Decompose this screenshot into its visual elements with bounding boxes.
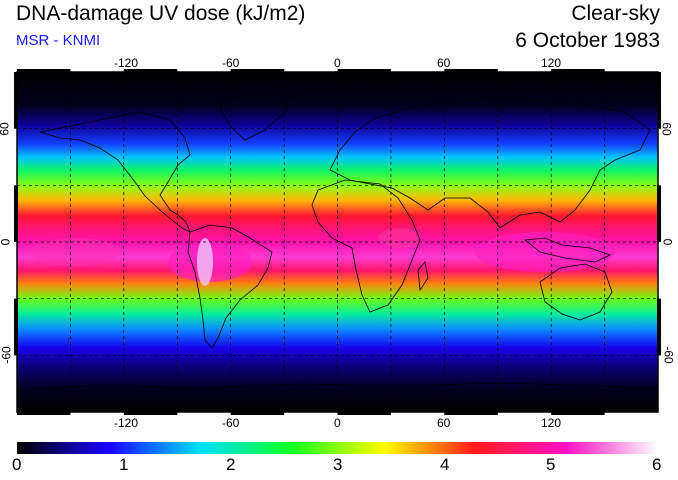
coastlines (17, 91, 658, 391)
lat-tick-left: -60 (0, 346, 14, 364)
coast-north-america (39, 111, 191, 233)
colorbar-label: 6 (652, 455, 662, 474)
lon-tick-top: -60 (222, 56, 240, 70)
lon-tick-top: -120 (114, 56, 139, 70)
map-title: DNA-damage UV dose (kJ/m2) (16, 2, 306, 25)
hotspot-pacific (30, 238, 120, 266)
lon-tick-top: 0 (334, 56, 341, 70)
coast-africa (311, 179, 421, 313)
hotspot-east-africa (378, 228, 422, 248)
colorbar-label: 0 (12, 455, 22, 474)
lon-tick-bottom: 0 (334, 416, 341, 430)
graticule (17, 72, 658, 412)
coast-southeast-asia-islands (523, 237, 612, 263)
date-label: 6 October 1983 (515, 29, 660, 52)
colorbar-label: 2 (226, 455, 236, 474)
sky-condition-label: Clear-sky (571, 2, 660, 25)
coast-antarctica (17, 382, 658, 391)
hotspot-andes (197, 238, 213, 286)
coast-madagascar (417, 261, 429, 292)
lat-tick-right: 60 (659, 122, 674, 136)
colorbar-label: 5 (546, 455, 556, 474)
source-label: MSR - KNMI (16, 32, 101, 49)
lon-tick-bottom: -60 (222, 416, 240, 430)
lon-tick-top: 60 (437, 56, 451, 70)
colorbar (17, 442, 658, 454)
colorbar-label: 1 (119, 455, 129, 474)
coast-australia (539, 263, 613, 321)
lat-tick-right: 0 (660, 238, 675, 246)
coast-south-america (187, 224, 273, 349)
coast-europe-asia (329, 97, 651, 229)
lat-tick-right: -60 (661, 346, 676, 364)
frame-checker (14, 69, 661, 415)
lon-tick-bottom: 60 (437, 416, 451, 430)
lat-tick-left: 0 (0, 239, 12, 246)
colorbar-label: 4 (440, 455, 450, 474)
lon-tick-bottom: 120 (541, 416, 562, 430)
lat-tick-left: 60 (0, 122, 12, 136)
coast-greenland (219, 91, 291, 141)
colorbar-label: 3 (333, 455, 343, 474)
lon-tick-bottom: -120 (114, 416, 139, 430)
lon-tick-top: 120 (541, 56, 562, 70)
